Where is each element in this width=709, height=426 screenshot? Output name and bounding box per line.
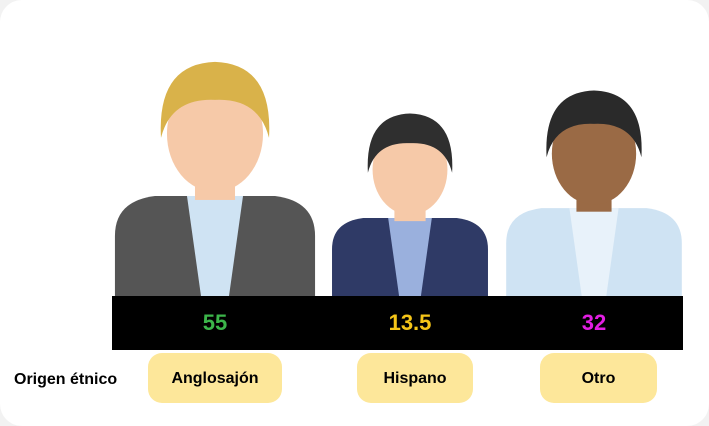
person-hair [160, 61, 270, 138]
value-band [112, 296, 683, 350]
person-shirt [186, 195, 244, 296]
person-icon [114, 61, 316, 296]
person-hair [367, 113, 453, 173]
category-label: Hispano [383, 370, 446, 387]
value-label: 13.5 [389, 310, 432, 335]
person-shirt [569, 208, 619, 296]
person-icon [332, 113, 488, 296]
person-head [372, 124, 448, 215]
value-label: 55 [203, 310, 227, 335]
value-label: 32 [582, 310, 606, 335]
category-label: Anglosajón [171, 370, 258, 387]
category-pill [357, 353, 473, 403]
person-hair [546, 90, 642, 158]
person-head [551, 102, 637, 205]
category-pill [148, 353, 282, 403]
category-pill [540, 353, 657, 403]
person-icon [506, 90, 682, 296]
person-head [166, 75, 264, 192]
x-axis-label: Origen étnico [14, 371, 117, 388]
category-label: Otro [582, 370, 616, 387]
person-shirt [388, 218, 432, 296]
